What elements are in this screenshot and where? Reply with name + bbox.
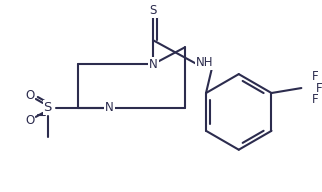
- Text: O: O: [25, 114, 34, 127]
- Text: F: F: [316, 82, 322, 94]
- Text: F: F: [312, 94, 318, 107]
- Text: N: N: [149, 58, 157, 71]
- Text: N: N: [105, 101, 114, 114]
- Text: S: S: [149, 4, 157, 17]
- Text: F: F: [312, 70, 318, 83]
- Text: NH: NH: [196, 56, 214, 69]
- Text: O: O: [25, 89, 34, 102]
- Text: S: S: [43, 101, 52, 114]
